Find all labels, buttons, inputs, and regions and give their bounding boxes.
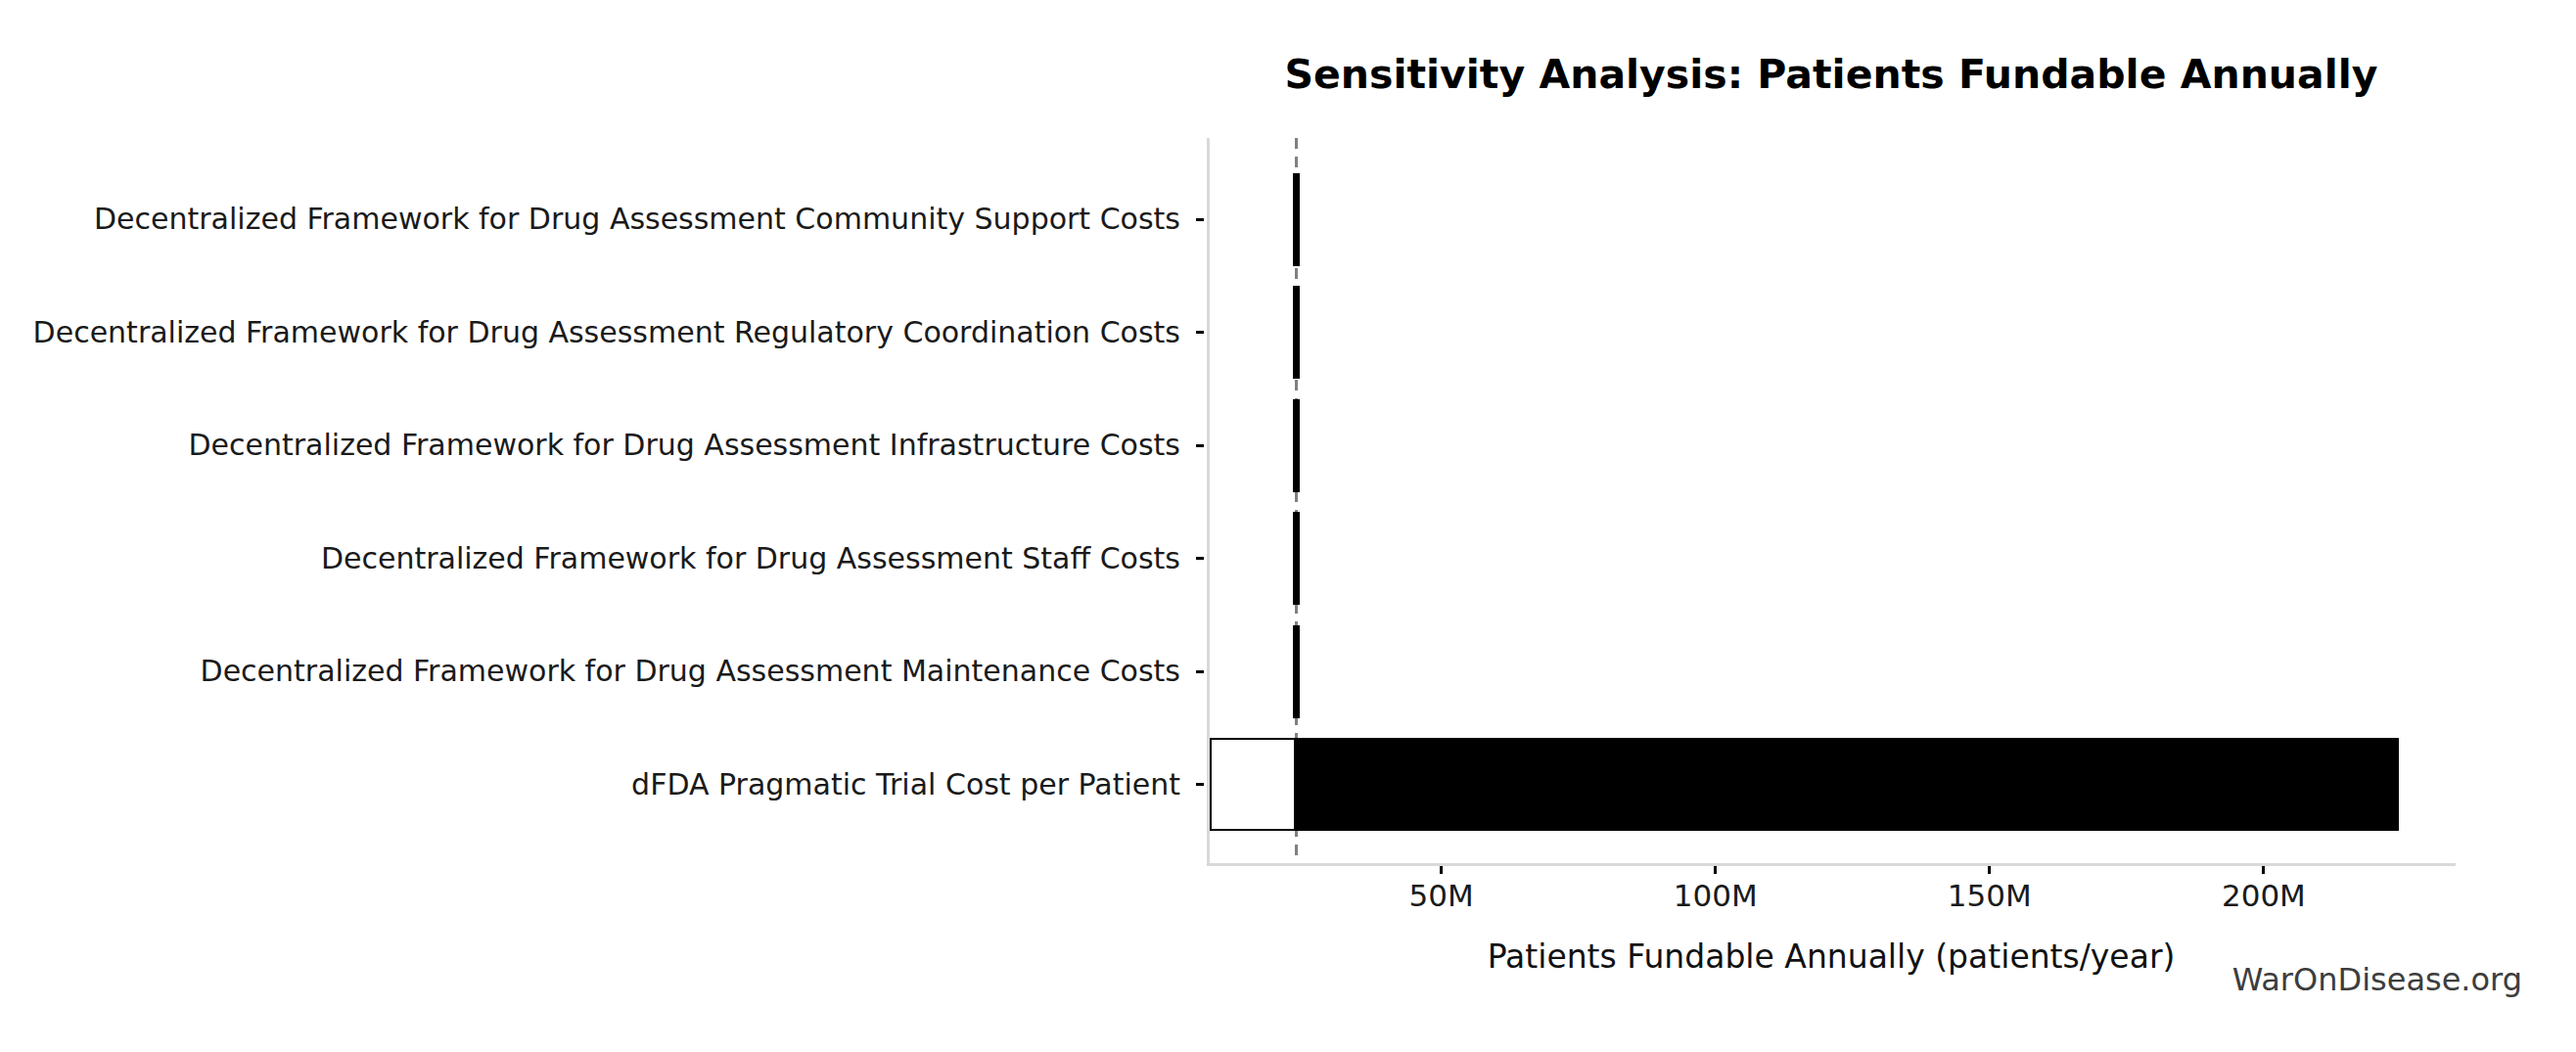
bar-high-4 [1296, 625, 1300, 718]
category-label-5: dFDA Pragmatic Trial Cost per Patient [0, 764, 1180, 805]
y-tick-3 [1196, 557, 1204, 560]
x-tick-label-3: 200M [2156, 878, 2371, 913]
x-tick-2 [1988, 866, 1991, 874]
x-tick-3 [2262, 866, 2265, 874]
x-tick-0 [1440, 866, 1443, 874]
x-tick-label-0: 50M [1334, 878, 1549, 913]
bar-high-2 [1296, 399, 1300, 492]
y-tick-4 [1196, 670, 1204, 673]
category-label-1: Decentralized Framework for Drug Assessm… [0, 312, 1180, 353]
bar-low-5 [1210, 738, 1297, 831]
x-axis-spine [1207, 863, 2456, 866]
bar-high-1 [1296, 286, 1300, 379]
x-tick-label-2: 150M [1882, 878, 2097, 913]
sensitivity-tornado-chart: Sensitivity Analysis: Patients Fundable … [0, 0, 2576, 1052]
watermark-text: WarOnDisease.org [2033, 962, 2522, 997]
y-tick-1 [1196, 331, 1204, 334]
x-tick-label-1: 100M [1608, 878, 1823, 913]
chart-title: Sensitivity Analysis: Patients Fundable … [1207, 51, 2456, 98]
y-tick-2 [1196, 444, 1204, 447]
bar-high-5 [1296, 738, 2399, 831]
bar-high-0 [1296, 173, 1300, 266]
y-tick-0 [1196, 218, 1204, 221]
category-label-4: Decentralized Framework for Drug Assessm… [0, 651, 1180, 692]
category-label-0: Decentralized Framework for Drug Assessm… [0, 199, 1180, 240]
category-label-3: Decentralized Framework for Drug Assessm… [0, 538, 1180, 579]
x-tick-1 [1714, 866, 1717, 874]
category-label-2: Decentralized Framework for Drug Assessm… [0, 425, 1180, 466]
bar-high-3 [1296, 512, 1300, 605]
y-tick-5 [1196, 783, 1204, 786]
